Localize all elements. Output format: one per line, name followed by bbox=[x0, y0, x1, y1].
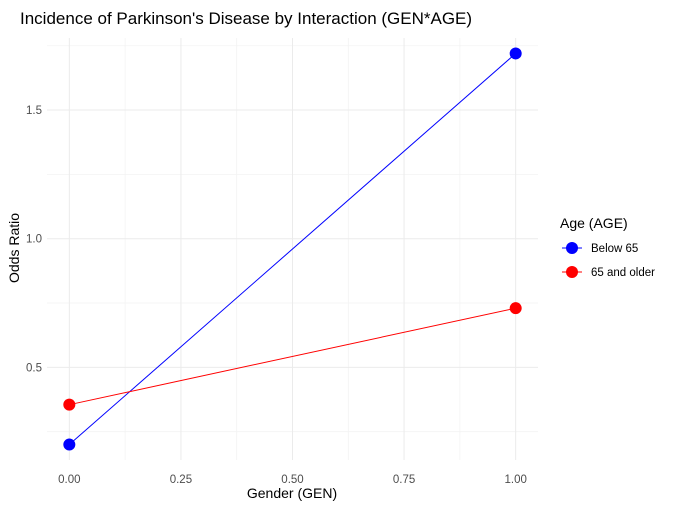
x-tick-label: 0.00 bbox=[58, 474, 80, 486]
x-axis-title: Gender (GEN) bbox=[247, 485, 337, 501]
data-point bbox=[509, 302, 522, 315]
x-tick-label: 0.75 bbox=[393, 474, 415, 486]
y-axis-ticks: 0.5 1.0 1.5 bbox=[26, 105, 42, 374]
plot-panel bbox=[47, 38, 538, 460]
legend-key-point bbox=[566, 266, 578, 278]
legend: Age (AGE) Below 65 65 and older bbox=[560, 215, 655, 279]
legend-title: Age (AGE) bbox=[560, 215, 628, 231]
series-line bbox=[69, 307, 516, 406]
series-lines bbox=[68, 53, 517, 445]
series-line bbox=[68, 53, 517, 445]
x-tick-label: 0.25 bbox=[170, 474, 192, 486]
x-tick-label: 0.50 bbox=[281, 474, 303, 486]
x-axis-ticks: 0.00 0.25 0.50 0.75 1.00 bbox=[58, 474, 527, 486]
data-point bbox=[63, 438, 76, 451]
data-point bbox=[63, 398, 76, 411]
legend-label: Below 65 bbox=[591, 243, 638, 255]
legend-items: Below 65 65 and older bbox=[562, 242, 655, 279]
legend-label: 65 and older bbox=[591, 267, 655, 279]
y-axis-title: Odds Ratio bbox=[6, 213, 22, 283]
y-tick-label: 1.5 bbox=[26, 105, 42, 117]
y-tick-label: 1.0 bbox=[26, 234, 42, 246]
series-points bbox=[63, 47, 522, 451]
x-tick-label: 1.00 bbox=[504, 474, 526, 486]
major-grid bbox=[47, 38, 538, 460]
y-tick-label: 0.5 bbox=[26, 362, 42, 374]
legend-key-point bbox=[566, 242, 578, 254]
chart-title: Incidence of Parkinson's Disease by Inte… bbox=[20, 9, 472, 28]
data-point bbox=[509, 47, 522, 60]
